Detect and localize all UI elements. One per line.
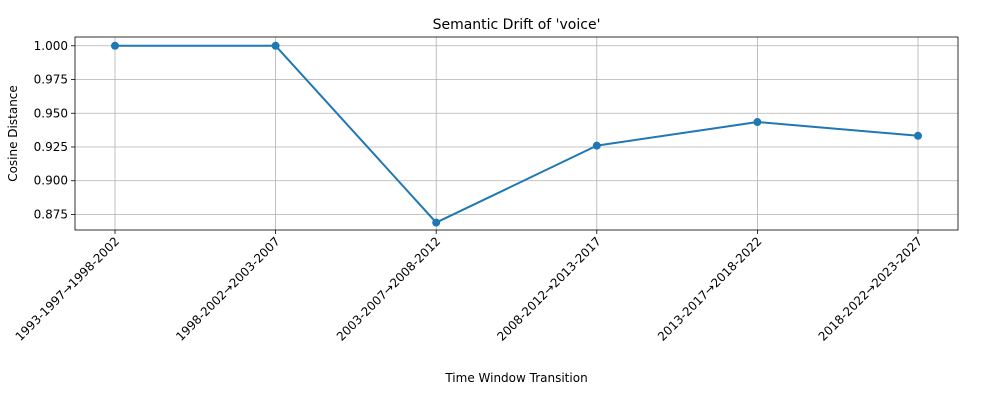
y-tick-label: 0.950	[34, 106, 68, 120]
series-layer	[111, 41, 922, 227]
data-point	[432, 218, 441, 227]
data-point	[914, 131, 922, 140]
y-axis-label: Cosine Distance	[6, 85, 20, 182]
data-point	[592, 141, 601, 150]
x-axis-label: Time Window Transition	[444, 371, 587, 385]
data-point	[111, 41, 119, 50]
x-tick-label: 2018-2022→2023-2027	[816, 234, 926, 344]
x-tick-label: 1993-1997→1998-2002	[13, 234, 123, 344]
x-tick-label: 2013-2017→2018-2022	[655, 234, 765, 344]
y-tick-label: 1.000	[34, 39, 68, 53]
grid-lines	[75, 37, 958, 230]
x-tick-label: 2008-2012→2013-2017	[494, 234, 604, 344]
series-line	[115, 44, 919, 224]
chart-title: Semantic Drift of 'voice'	[433, 17, 601, 33]
y-tick-label: 0.875	[34, 207, 68, 221]
y-tick-label: 0.975	[34, 73, 68, 87]
plot-frame	[74, 36, 959, 231]
y-axis: 0.875 0.900 0.925 0.950 0.975 1.000	[34, 39, 75, 221]
data-point	[753, 118, 762, 127]
data-point	[271, 41, 280, 50]
y-tick-label: 0.925	[34, 140, 68, 154]
y-tick-label: 0.900	[34, 174, 68, 188]
x-tick-label: 2003-2007→2008-2012	[334, 234, 444, 344]
x-axis: 1993-1997→1998-2002 1998-2002→2003-2007 20…	[13, 230, 926, 344]
x-tick-label: 1998-2002→2003-2007	[173, 234, 283, 344]
